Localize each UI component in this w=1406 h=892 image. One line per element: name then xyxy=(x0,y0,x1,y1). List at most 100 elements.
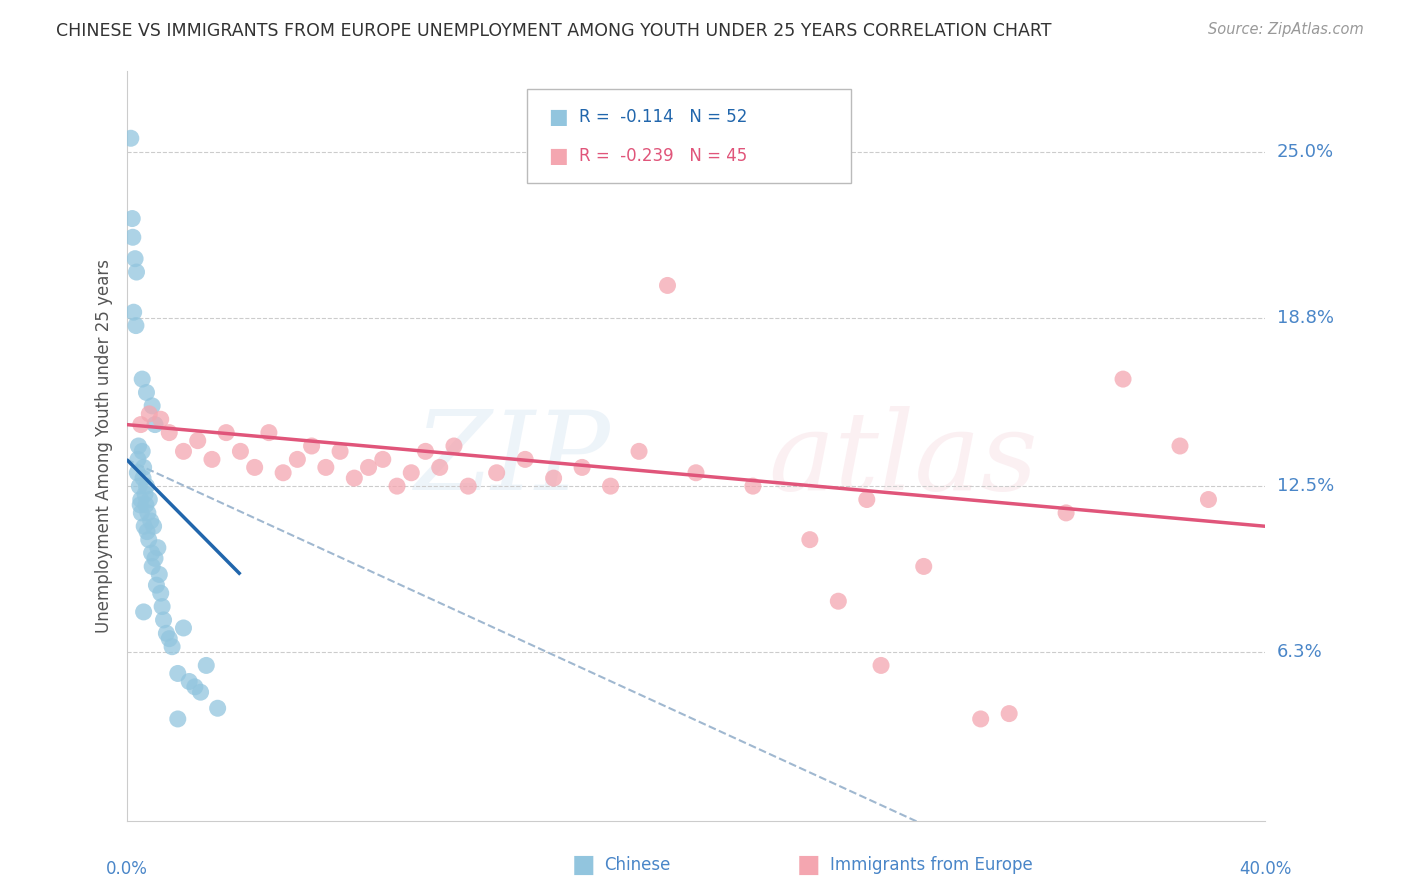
Point xyxy=(172,444,194,458)
Point xyxy=(124,252,146,266)
Point xyxy=(160,640,183,654)
Point xyxy=(127,466,149,480)
Point xyxy=(138,492,160,507)
Point xyxy=(870,658,893,673)
Point xyxy=(121,230,143,244)
Point xyxy=(998,706,1021,721)
Point xyxy=(150,599,173,614)
Point xyxy=(1198,492,1220,507)
Point xyxy=(146,541,169,555)
Point xyxy=(143,551,166,566)
Point xyxy=(135,498,157,512)
Text: atlas: atlas xyxy=(768,406,1038,513)
Point xyxy=(166,666,188,681)
Point xyxy=(120,131,142,145)
Text: R =  -0.114   N = 52: R = -0.114 N = 52 xyxy=(579,109,748,127)
Point xyxy=(132,471,155,485)
Point xyxy=(201,452,224,467)
Point xyxy=(138,533,160,547)
Point xyxy=(136,524,159,539)
Point xyxy=(142,519,165,533)
Point xyxy=(799,533,821,547)
Text: ■: ■ xyxy=(797,854,820,877)
Point xyxy=(131,506,153,520)
Point xyxy=(155,626,177,640)
Point xyxy=(571,460,593,475)
Point xyxy=(215,425,238,440)
Point xyxy=(1168,439,1191,453)
Point xyxy=(315,460,337,475)
Point xyxy=(138,407,160,421)
Text: 6.3%: 6.3% xyxy=(1277,643,1322,661)
Point xyxy=(129,492,152,507)
Point xyxy=(207,701,229,715)
Point xyxy=(132,460,155,475)
Point xyxy=(543,471,565,485)
Point xyxy=(401,466,423,480)
Point xyxy=(125,318,148,333)
Point xyxy=(141,559,163,574)
Point xyxy=(429,460,451,475)
Point xyxy=(179,674,201,689)
Y-axis label: Unemployment Among Youth under 25 years: Unemployment Among Youth under 25 years xyxy=(94,259,112,633)
Point xyxy=(121,211,143,226)
Text: Immigrants from Europe: Immigrants from Europe xyxy=(830,856,1032,874)
Point xyxy=(357,460,380,475)
Point xyxy=(166,712,188,726)
Text: CHINESE VS IMMIGRANTS FROM EUROPE UNEMPLOYMENT AMONG YOUTH UNDER 25 YEARS CORREL: CHINESE VS IMMIGRANTS FROM EUROPE UNEMPL… xyxy=(56,22,1052,40)
Point xyxy=(127,452,149,467)
Point xyxy=(131,444,153,458)
Text: ■: ■ xyxy=(572,854,595,877)
Point xyxy=(187,434,209,448)
Point xyxy=(855,492,877,507)
Point xyxy=(148,567,170,582)
Point xyxy=(229,444,252,458)
Point xyxy=(599,479,621,493)
Point xyxy=(257,425,280,440)
Point xyxy=(1112,372,1135,386)
Point xyxy=(912,559,935,574)
Point xyxy=(135,385,157,400)
Point xyxy=(143,417,166,432)
Point xyxy=(371,452,394,467)
Point xyxy=(485,466,508,480)
Point xyxy=(457,479,479,493)
Point xyxy=(125,265,148,279)
Point xyxy=(136,506,159,520)
Point xyxy=(145,578,167,592)
Point xyxy=(157,632,180,646)
Text: 25.0%: 25.0% xyxy=(1277,143,1334,161)
Point xyxy=(132,605,155,619)
Point xyxy=(141,399,163,413)
Point xyxy=(657,278,679,293)
Point xyxy=(628,444,651,458)
Point xyxy=(287,452,309,467)
Point xyxy=(129,417,152,432)
Text: Chinese: Chinese xyxy=(605,856,671,874)
Text: 40.0%: 40.0% xyxy=(1239,860,1292,878)
Text: 18.8%: 18.8% xyxy=(1277,309,1333,326)
Point xyxy=(149,586,172,600)
Text: R =  -0.239   N = 45: R = -0.239 N = 45 xyxy=(579,147,748,165)
Point xyxy=(149,412,172,426)
Point xyxy=(827,594,849,608)
Point xyxy=(128,439,150,453)
Point xyxy=(243,460,266,475)
Point xyxy=(157,425,180,440)
Point xyxy=(190,685,212,699)
Point xyxy=(271,466,294,480)
Point xyxy=(139,514,162,528)
Point xyxy=(129,498,152,512)
Point xyxy=(128,479,150,493)
Point xyxy=(970,712,993,726)
Point xyxy=(141,546,163,560)
Point xyxy=(134,487,156,501)
Point xyxy=(301,439,323,453)
Text: ZIP: ZIP xyxy=(415,406,610,513)
Point xyxy=(131,372,153,386)
Point xyxy=(415,444,437,458)
Point xyxy=(443,439,465,453)
Point xyxy=(515,452,537,467)
Point xyxy=(135,479,157,493)
Point xyxy=(343,471,366,485)
